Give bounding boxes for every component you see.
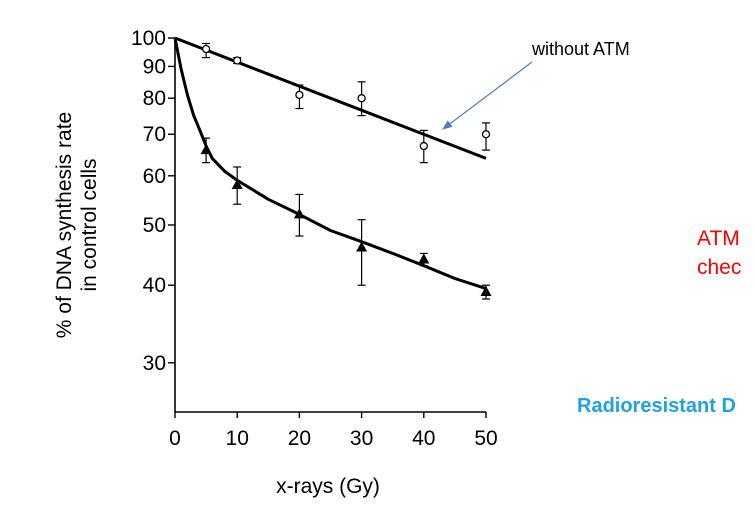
y-tick-label: 70 <box>143 123 166 146</box>
y-axis-title: % of DNA synthesis rate in control cells <box>53 112 101 338</box>
x-tick-label: 10 <box>226 427 249 450</box>
fit-line-without-atm <box>174 36 487 160</box>
data-point-open-circle <box>233 56 242 65</box>
data-point-open-circle <box>419 141 428 151</box>
atm-red-text-line1: ATM <box>697 227 740 250</box>
chart-axes <box>174 38 486 413</box>
fit-curve-triangle-series <box>173 37 487 291</box>
y-tick-label: 50 <box>143 214 166 237</box>
x-tick-label: 40 <box>412 427 435 450</box>
error-bars <box>202 42 490 300</box>
fit-lines <box>173 36 487 291</box>
x-tick-label: 50 <box>474 427 497 450</box>
data-point-filled-triangle <box>231 178 243 189</box>
data-point-filled-triangle <box>418 253 430 264</box>
y-axis-title-line1: % of DNA synthesis rate <box>53 112 76 338</box>
data-point-filled-triangle <box>356 241 368 252</box>
y-tick-label: 30 <box>143 352 166 375</box>
y-tick-label: 80 <box>143 87 166 110</box>
annotation-arrow <box>442 61 533 130</box>
data-point-filled-triangle <box>200 144 212 155</box>
x-tick-group: 0 10 20 30 40 50 <box>169 412 498 450</box>
y-tick-label: 100 <box>131 27 166 50</box>
y-tick-label: 40 <box>143 274 166 297</box>
data-point-open-circle <box>357 94 366 103</box>
y-tick-label: 60 <box>143 165 166 188</box>
data-point-open-circle <box>201 44 211 54</box>
x-tick-label: 20 <box>288 427 311 450</box>
data-markers <box>200 44 492 297</box>
x-axis-title: x-rays (Gy) <box>276 475 380 498</box>
data-point-open-circle <box>295 90 304 99</box>
radioresistant-blue-text: Radioresistant D <box>577 395 736 417</box>
x-tick-label: 0 <box>169 427 181 450</box>
y-tick-group: 30 40 50 60 70 80 90 100 <box>131 27 175 375</box>
x-tick-label: 30 <box>350 427 373 450</box>
without-atm-annotation: without ATM <box>531 39 630 59</box>
y-tick-label: 90 <box>143 55 166 78</box>
data-point-open-circle <box>481 130 491 139</box>
atm-red-text-line2: chec <box>697 256 741 279</box>
data-point-filled-triangle <box>293 208 305 219</box>
y-axis-title-line2: in control cells <box>78 158 101 291</box>
data-point-filled-triangle <box>480 286 492 297</box>
